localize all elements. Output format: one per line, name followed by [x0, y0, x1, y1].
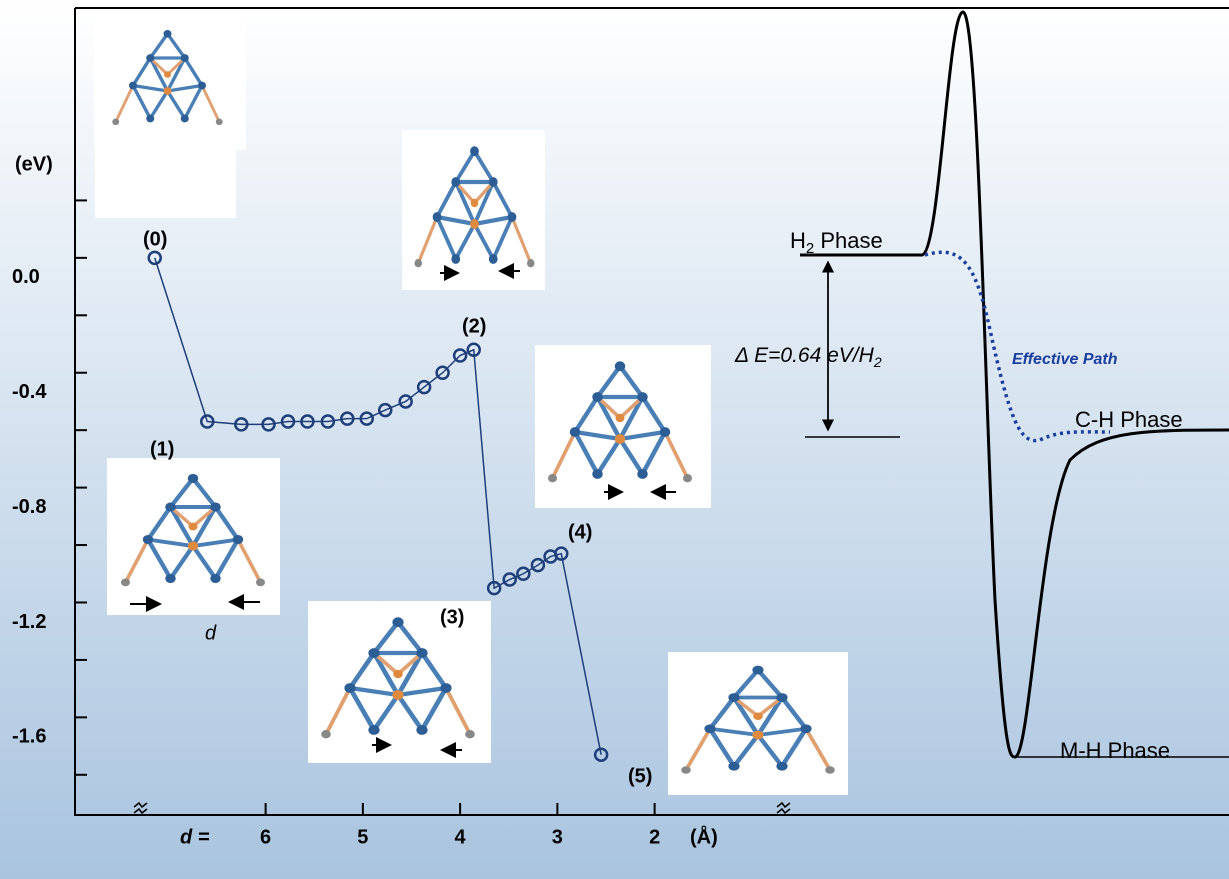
y-tick-label: -1.6 [12, 726, 46, 748]
data-point [300, 414, 315, 429]
data-point [320, 414, 336, 429]
data-point [280, 414, 296, 429]
mh-phase-label: M-H Phase [1060, 738, 1170, 763]
state-label: (4) [568, 521, 592, 543]
data-point [416, 379, 432, 395]
x-tick-label: 6 [260, 826, 271, 848]
delta-e-label: Δ E=0.64 eV/H2 [734, 344, 882, 370]
x-unit: (Å) [690, 824, 718, 848]
data-point [452, 348, 468, 363]
label-subscript: 2 [806, 240, 814, 257]
data-point [516, 566, 531, 582]
y-tick-label: -1.2 [12, 611, 46, 633]
x-tick-label: 4 [455, 826, 467, 848]
data-point [486, 580, 502, 596]
data-point [466, 342, 481, 358]
label-part: Phase [814, 228, 883, 253]
state-label: (1) [150, 438, 174, 460]
data-point [234, 417, 249, 432]
x-tick-label: 2 [649, 826, 660, 848]
data-point [261, 417, 276, 432]
ch-phase-label: C-H Phase [1075, 407, 1183, 432]
state-label: (5) [628, 765, 652, 787]
data-point [502, 572, 517, 587]
structures [94, 17, 848, 795]
data-point [200, 414, 215, 429]
axes [74, 7, 1229, 816]
data-point [147, 250, 162, 266]
distance-symbol: d [205, 622, 217, 644]
path-line [154, 257, 602, 755]
data-point [398, 394, 413, 409]
data-point [593, 747, 609, 762]
y-tick-label: 0.0 [12, 266, 40, 288]
y-tick-label: -0.4 [12, 381, 47, 403]
state-labels: (0) (1) (2) (3) (4) (5) [143, 228, 652, 787]
data-point [377, 402, 393, 418]
axis-breaks [133, 801, 791, 815]
x-tick-label: 3 [552, 826, 563, 848]
y-axis-label: (eV) [15, 153, 53, 175]
x-axis-label: d = [180, 826, 210, 848]
effective-path-label: Effective Path [1012, 351, 1118, 368]
label-part: Δ E=0.64 eV/H [734, 344, 875, 367]
state-label: (0) [143, 228, 167, 250]
state-label: (3) [440, 606, 464, 628]
x-tick-label: 5 [357, 826, 368, 848]
state-label: (2) [462, 315, 486, 337]
data-point [340, 411, 355, 426]
energy-diagram [800, 10, 1229, 759]
label-part: H [790, 228, 806, 253]
label-subscript: 2 [873, 354, 882, 370]
data-point [359, 411, 375, 426]
data-point [530, 557, 546, 573]
data-point [435, 365, 450, 380]
data-point [554, 546, 569, 561]
h2-phase-label: H2 Phase [790, 228, 883, 257]
y-tick-label: -0.8 [12, 496, 46, 518]
